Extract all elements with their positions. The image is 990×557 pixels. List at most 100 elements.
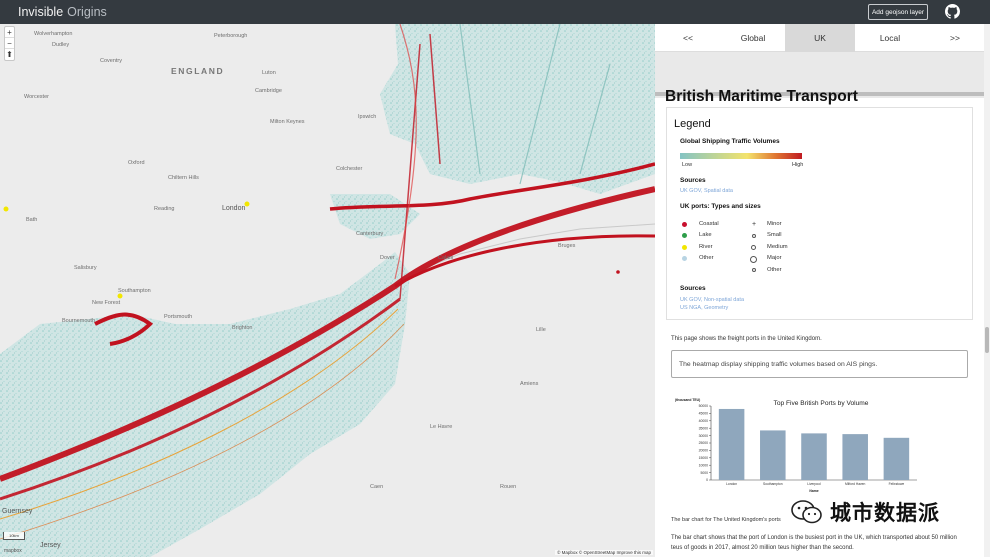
map-view[interactable]: Wolverhampton Dudley Coventry Peterborough E… (0, 24, 655, 557)
size-major-label: Major (767, 255, 782, 261)
map-label: Coventry (100, 58, 123, 64)
bar-milford-haven (842, 434, 868, 480)
map-canvas[interactable] (0, 24, 655, 557)
size-other-label: Other (767, 267, 782, 273)
sources-heading: Sources (680, 177, 706, 184)
map-label: Brighton (232, 325, 253, 331)
map-label: Chiltern Hills (168, 175, 199, 181)
type-coastal-label: Coastal (699, 221, 719, 227)
other-dot-icon (682, 256, 687, 261)
brand-name-suffix: Origins (67, 5, 107, 19)
tab-uk[interactable]: UK (785, 24, 855, 52)
map-label: Southampton (118, 288, 151, 294)
map-label: Jersey (40, 542, 61, 549)
map-label: Portsmouth (164, 314, 193, 320)
bar-felixstowe (883, 437, 910, 480)
map-label: Cambridge (255, 88, 282, 94)
map-label: ENGLAND (171, 66, 225, 76)
map-label: Amiens (520, 381, 539, 387)
chart-caption: The bar chart for The United Kingdom's p… (671, 517, 781, 523)
map-label: Guernsey (2, 508, 33, 515)
map-label: Caen (370, 484, 384, 490)
source-link-geometry[interactable]: US NGA, Geometry (680, 305, 729, 311)
type-river-label: River (699, 244, 713, 250)
y-tick-label: 35000 (699, 426, 709, 430)
chart-xlabel: Name (809, 489, 818, 493)
map-label: London (222, 205, 246, 212)
watermark: 城市数据派 (790, 492, 940, 532)
zoom-in-button[interactable]: + (5, 27, 14, 38)
tab-local[interactable]: Local (879, 33, 901, 43)
side-panel: << Global UK Local >> British Maritime T… (655, 24, 990, 557)
map-label: Bournemouth (62, 318, 96, 324)
bar-chart: Top Five British Ports by Volume (thousan… (675, 398, 917, 493)
map-label: Wolverhampton (34, 31, 73, 37)
coastal-dot-icon (682, 222, 687, 227)
tab-prev[interactable]: << (683, 33, 693, 43)
size-small-label: Small (767, 232, 782, 238)
ports-heading: UK ports: Types and sizes (680, 203, 761, 210)
map-label: Le Havre (430, 424, 453, 430)
panel-scrollbar[interactable] (984, 24, 990, 557)
map-label: Ipswich (358, 114, 377, 120)
add-geojson-layer-button[interactable]: Add geojson layer (868, 4, 928, 20)
summary-line-1: The bar chart shows that the port of Lon… (671, 535, 957, 541)
tab-next[interactable]: >> (950, 33, 960, 43)
size-medium-label: Medium (767, 244, 788, 250)
x-tick-label: Liverpool (807, 482, 821, 486)
intro-text: This page shows the freight ports in the… (671, 336, 822, 342)
wechat-icon (791, 500, 822, 524)
source-link-nonspatial[interactable]: UK GOV, Non-spatial data (680, 297, 744, 303)
map-label: Bath (26, 217, 38, 223)
map-label: Calais (438, 255, 454, 261)
x-tick-label: Southampton (763, 482, 783, 486)
source-link-spatial[interactable]: UK GOV, Spatial data (680, 188, 733, 194)
legend-title: Legend (674, 118, 711, 130)
compass-icon[interactable]: ⬆ (6, 50, 13, 59)
tab-bar: << Global UK Local >> (655, 24, 985, 52)
brand-logo[interactable]: Invisible Origins (18, 5, 107, 19)
river-dot-icon (682, 245, 687, 250)
x-tick-label: Milford Haven (845, 482, 866, 486)
x-tick-label: London (726, 482, 737, 486)
x-tick-label: Felixstowe (889, 482, 905, 486)
type-other-label: Other (699, 255, 714, 261)
map-attribution[interactable]: © Mapbox © OpenStreetMap Improve this ma… (555, 550, 653, 555)
y-tick-label: 40000 (699, 419, 709, 423)
map-label: Milton Keynes (270, 119, 305, 125)
map-label: Luton (262, 70, 276, 76)
small-size-icon (752, 234, 756, 238)
map-label: Oxford (128, 160, 145, 166)
map-label: Worcester (24, 94, 49, 100)
sources-heading-2: Sources (680, 285, 706, 292)
page-title: British Maritime Transport (665, 88, 858, 105)
y-tick-label: 0 (706, 478, 708, 482)
map-label: Reading (154, 206, 175, 212)
bar-liverpool (801, 433, 827, 480)
y-tick-label: 45000 (699, 412, 709, 416)
y-tick-label: 25000 (699, 441, 709, 445)
mapbox-logo[interactable]: mapbox (4, 548, 22, 554)
chart-ylabel: (thousand TEU) (675, 398, 700, 402)
y-tick-label: 30000 (699, 434, 709, 438)
y-tick-label: 5000 (700, 471, 708, 475)
map-label: Dudley (52, 42, 70, 48)
map-label: Dover (380, 255, 395, 261)
legend-box: Legend Global Shipping Traffic Volumes L… (666, 107, 973, 320)
info-box: The heatmap display shipping traffic vol… (671, 350, 968, 378)
size-minor-label: Minor (767, 221, 782, 227)
map-label: Lille (536, 327, 546, 333)
summary-line-2: teus of goods in 2017, almost 20 million… (671, 545, 854, 551)
github-icon[interactable] (945, 4, 960, 19)
y-tick-label: 50000 (699, 404, 709, 408)
tab-global[interactable]: Global (740, 33, 766, 43)
map-label: Salisbury (74, 265, 97, 271)
header-image (655, 52, 985, 98)
zoom-out-button[interactable]: − (5, 38, 14, 49)
bar-london (718, 408, 745, 480)
gradient-high-label: High (792, 162, 804, 168)
traffic-gradient (680, 153, 802, 159)
lake-dot-icon (682, 233, 687, 238)
medium-size-icon (751, 245, 756, 250)
scrollbar-thumb[interactable] (985, 327, 989, 353)
